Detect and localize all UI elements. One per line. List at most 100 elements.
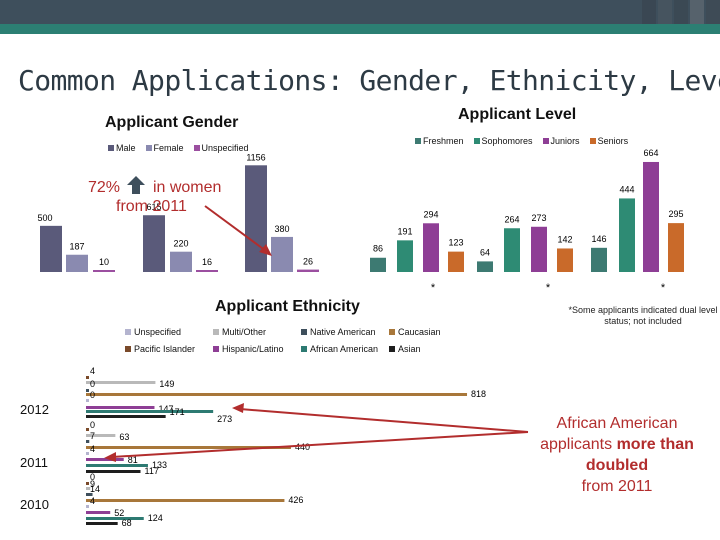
ethnicity-bar-2010-0: [86, 482, 89, 485]
gender-annotation-arrowhead: [259, 244, 272, 256]
ethnicity-bar-label-2012-0: 4: [90, 366, 95, 376]
ethnicity-note-line1: African American: [556, 415, 678, 432]
gender-bar-label-1: 187: [69, 242, 84, 252]
gender-bar-6: [245, 165, 267, 272]
ethnicity-bar-label-2010-6: 124: [148, 513, 163, 523]
gender-bar-5: [196, 270, 218, 272]
level-bar-label-8: 146: [591, 234, 606, 244]
ethnicity-bar-label-2012-3: 818: [471, 389, 486, 399]
gender-bar-label-8: 26: [303, 257, 313, 267]
gender-bar-0: [40, 225, 62, 272]
ethnicity-legend: Unspecified Multi/Other Native American …: [125, 327, 485, 361]
level-legend: Freshmen Sophomores Juniors Seniors: [415, 136, 628, 146]
legend-item-african-american: African American: [301, 344, 389, 354]
ethnicity-note-line3: doubled: [585, 457, 649, 474]
year-label-2012: 2012: [20, 402, 49, 417]
ethnicity-bar-label-2011-2: 7: [90, 431, 95, 441]
legend-item-sophomores: Sophomores: [473, 136, 533, 146]
legend-item-unspecified-eth: Unspecified: [125, 327, 213, 337]
level-bar-label-11: 295: [668, 209, 683, 219]
ethnicity-bar-label-2010-1: 9: [90, 479, 95, 489]
level-bar-label-5: 264: [504, 214, 519, 224]
ethnicity-bar-label-2011-1: 63: [119, 432, 129, 442]
ethnicity-bar-2011-6: [86, 464, 148, 467]
ethnicity-bar-label-2011-6: 133: [152, 460, 167, 470]
legend-item-asian: Asian: [389, 344, 477, 354]
ethnicity-bar-2012-6: [86, 410, 214, 413]
legend-item-juniors: Juniors: [542, 136, 580, 146]
ethnicity-bar-label-2010-2: 14: [90, 484, 100, 494]
ethnicity-bar-2011-2: [86, 440, 90, 443]
level-chart-title: Applicant Level: [458, 106, 577, 123]
level-bar-label-9: 444: [619, 184, 634, 194]
gender-bar-8: [297, 269, 319, 272]
level-bar-label-1: 191: [397, 226, 412, 236]
gender-bar-7: [271, 236, 293, 272]
gender-bar-label-2: 10: [99, 257, 109, 267]
ethnicity-bar-2012-0: [86, 376, 89, 379]
ethnicity-annotation: African American applicants more than do…: [527, 413, 707, 497]
ethnicity-bar-2011-4: [86, 452, 89, 455]
level-bar-label-2: 294: [423, 209, 438, 219]
ethnicity-bar-2012-7: [86, 415, 166, 418]
ethnicity-bar-label-2011-5: 81: [128, 455, 138, 465]
gender-annotation: 72% in women from 2011: [88, 175, 258, 216]
gender-note-year: from 2011: [116, 198, 187, 215]
level-bar-4: [477, 261, 493, 272]
gender-chart-title: Applicant Gender: [105, 114, 239, 131]
level-bar-10: [643, 161, 659, 272]
level-bar-0: [370, 257, 386, 272]
level-bar-7: [557, 248, 573, 272]
top-banner: [0, 0, 720, 24]
ethnicity-bar-2011-5: [86, 458, 124, 461]
level-bar-1: [397, 240, 413, 272]
gender-bar-2: [93, 270, 115, 272]
level-bar-label-10: 664: [643, 148, 658, 158]
ethnicity-bar-2010-4: [86, 505, 89, 508]
ethnicity-bar-label-2012-4: 0: [90, 390, 95, 400]
gender-annotation-arrow: [204, 205, 267, 252]
ethnicity-bar-2010-7: [86, 522, 118, 525]
level-bar-label-6: 273: [531, 213, 546, 223]
level-bar-5: [504, 228, 520, 272]
ethnicity-bar-label-2011-3: 440: [295, 442, 310, 452]
ethnicity-annotation-arrow-1: [111, 431, 529, 458]
legend-item-male: Male: [108, 143, 136, 153]
legend-item-hispanic-latino: Hispanic/Latino: [213, 344, 301, 354]
ethnicity-bar-2012-3: [86, 393, 468, 396]
ethnicity-note-line2a: applicants: [540, 436, 617, 453]
ethnicity-bar-2010-6: [86, 517, 144, 520]
gender-bar-label-7: 380: [274, 224, 289, 234]
level-bar-6: [531, 226, 547, 272]
slide-title: Common Applications: Gender, Ethnicity, …: [18, 64, 720, 97]
gender-bar-label-6: 1156: [246, 152, 265, 162]
ethnicity-bar-2011-3: [86, 446, 291, 449]
gender-bar-1: [66, 254, 88, 272]
level-bar-label-0: 86: [373, 244, 383, 254]
legend-item-pacific-islander: Pacific Islander: [125, 344, 213, 354]
level-bar-label-4: 64: [480, 247, 490, 257]
ethnicity-bar-2010-3: [86, 499, 285, 502]
legend-item-unspecified: Unspecified: [193, 143, 249, 153]
accent-line: [0, 24, 720, 34]
legend-item-multi-other: Multi/Other: [213, 327, 301, 337]
legend-item-native-american: Native American: [301, 327, 389, 337]
ethnicity-bar-2012-2: [86, 389, 89, 392]
gender-bar-label-3: 615: [146, 202, 161, 212]
level-group-marker-2: *: [661, 282, 666, 294]
ethnicity-bar-label-2011-0: 0: [90, 420, 95, 430]
ethnicity-bar-label-2012-6: 273: [217, 414, 232, 424]
ethnicity-bar-2011-7: [86, 470, 141, 473]
ethnicity-bar-label-2011-7: 117: [144, 466, 158, 476]
ethnicity-note-line4: from 2011: [581, 478, 653, 495]
gender-note-percent: 72%: [88, 179, 121, 196]
ethnicity-bar-2010-1: [86, 487, 91, 490]
year-label-2010: 2010: [20, 497, 49, 512]
level-bar-11: [668, 223, 684, 272]
ethnicity-bar-2012-4: [86, 399, 89, 402]
legend-item-freshmen: Freshmen: [415, 136, 464, 146]
banner-blocks: [640, 0, 720, 24]
dual-status-footnote: *Some applicants indicated dual level st…: [568, 305, 718, 326]
ethnicity-bar-2012-5: [86, 406, 155, 409]
